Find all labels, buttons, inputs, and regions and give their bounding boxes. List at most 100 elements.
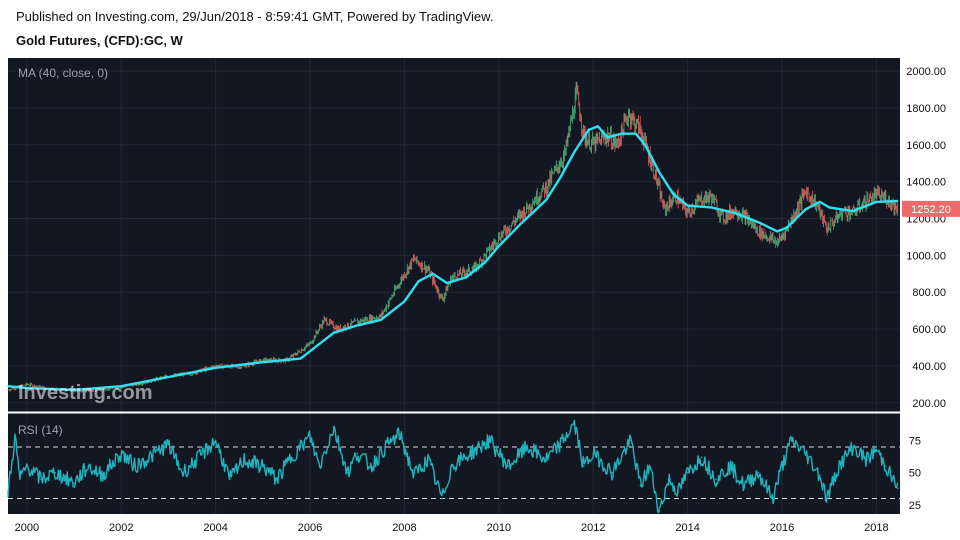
ma-point <box>804 208 807 211</box>
rsi-point <box>667 478 670 480</box>
rsi-point <box>715 478 717 480</box>
rsi-point <box>885 465 887 468</box>
ma-point <box>785 226 788 229</box>
ma-point <box>446 282 448 284</box>
ma-point <box>634 132 637 135</box>
rsi-point <box>101 474 104 477</box>
ma-point <box>431 272 434 275</box>
ma-line <box>7 125 898 392</box>
rsi-point <box>545 459 547 461</box>
ma-point <box>620 132 623 135</box>
rsi-point <box>87 465 90 468</box>
ma-point <box>757 221 760 223</box>
rsi-point <box>214 439 217 442</box>
rsi-point <box>611 471 613 474</box>
ma-point <box>483 261 486 264</box>
rsi-point <box>592 452 595 455</box>
rsi-point <box>195 459 198 461</box>
price-axis[interactable]: 2000.001800.001600.001400.001200.001000.… <box>906 66 946 410</box>
rsi-point <box>370 465 373 468</box>
rsi-point <box>507 465 510 468</box>
ma-point <box>545 199 547 201</box>
rsi-point <box>639 484 642 487</box>
rsi-point <box>441 497 444 500</box>
rsi-point <box>398 433 401 435</box>
rsi-axis[interactable]: 75 50 25 <box>909 436 921 512</box>
rsi-point <box>852 446 854 448</box>
ma-point <box>262 361 264 364</box>
rsi-point <box>686 471 689 474</box>
rsi-point <box>276 478 278 480</box>
rsi-point <box>14 435 16 438</box>
price-tick-label: 1600.00 <box>906 140 946 152</box>
rsi-point <box>26 465 28 468</box>
rsi-point <box>262 465 264 468</box>
rsi-point <box>40 478 42 480</box>
rsi-point <box>181 471 184 474</box>
ma-point <box>332 331 335 334</box>
ma-point <box>417 280 420 282</box>
rsi-tick-label: 50 <box>909 468 921 480</box>
rsi-point <box>450 465 453 468</box>
plot-background <box>8 58 900 514</box>
ma-point <box>573 151 576 153</box>
time-tick-label: 2018 <box>864 522 888 534</box>
time-tick-label: 2002 <box>109 522 133 534</box>
ma-point <box>672 193 675 196</box>
rsi-point <box>243 459 245 461</box>
ma-point <box>214 366 217 369</box>
ma-point <box>776 230 779 233</box>
rsi-point <box>700 456 703 459</box>
price-tick-label: 1800.00 <box>906 103 946 115</box>
rsi-point <box>120 452 123 455</box>
rsi-indicator-label[interactable]: RSI (14) <box>18 423 63 437</box>
time-tick-label: 2004 <box>203 522 227 534</box>
ma-point <box>403 300 406 303</box>
rsi-point <box>356 452 359 455</box>
ma-point <box>658 171 661 174</box>
rsi-point <box>818 474 821 477</box>
time-axis[interactable]: 2000 2002 2004 2006 2008 2010 2012 2014 2016 2018 <box>15 522 889 534</box>
time-tick-label: 2000 <box>15 522 39 534</box>
rsi-point <box>7 491 9 493</box>
rsi-point <box>837 465 840 468</box>
rsi-point <box>729 465 731 468</box>
rsi-point <box>896 487 899 490</box>
rsi-point <box>73 482 75 484</box>
rsi-point <box>630 439 632 442</box>
price-tick-label: 200.00 <box>912 398 946 410</box>
ma-point <box>734 212 736 214</box>
rsi-point <box>134 465 137 468</box>
price-tick-label: 800.00 <box>912 287 946 299</box>
ma-indicator-label[interactable]: MA (40, close, 0) <box>18 66 108 80</box>
rsi-point <box>771 497 774 500</box>
time-tick-label: 2008 <box>392 522 416 534</box>
rsi-point <box>54 471 56 474</box>
ma-point <box>644 143 646 146</box>
ma-point <box>559 177 561 179</box>
rsi-point <box>804 452 807 455</box>
rsi-point <box>290 456 292 459</box>
rsi-point <box>427 459 429 461</box>
ma-point <box>587 129 590 131</box>
time-tick-label: 2010 <box>487 522 511 534</box>
time-tick-label: 2012 <box>581 522 605 534</box>
rsi-point <box>229 478 231 480</box>
price-tick-label: 600.00 <box>912 324 946 336</box>
rsi-point <box>559 443 561 446</box>
published-line: Published on Investing.com, 29/Jun/2018 … <box>16 9 494 24</box>
rsi-point <box>469 452 472 455</box>
price-tick-label: 1000.00 <box>906 250 946 262</box>
ma-point <box>828 206 831 209</box>
rsi-point <box>875 448 878 451</box>
rsi-point <box>866 459 868 461</box>
ma-point <box>167 376 170 378</box>
last-price-value: 1252.20 <box>911 204 951 216</box>
rsi-point <box>743 484 746 487</box>
ma-point <box>896 200 899 202</box>
rsi-point <box>677 491 679 493</box>
ma-point <box>710 206 713 209</box>
investing-watermark: Investing.com <box>18 382 152 404</box>
rsi-point <box>488 439 491 442</box>
